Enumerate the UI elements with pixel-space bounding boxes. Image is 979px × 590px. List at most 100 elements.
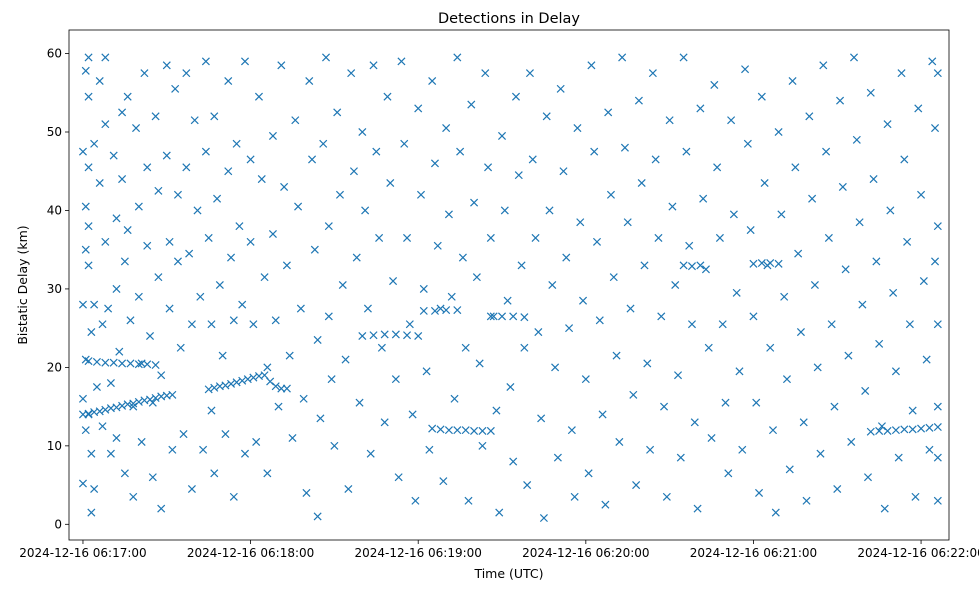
data-point bbox=[651, 155, 660, 164]
data-point bbox=[752, 398, 761, 407]
data-point bbox=[84, 222, 93, 231]
data-point bbox=[799, 418, 808, 427]
data-point bbox=[791, 163, 800, 172]
data-point bbox=[925, 423, 934, 432]
data-point bbox=[785, 465, 794, 474]
data-point bbox=[187, 320, 196, 329]
data-point bbox=[171, 84, 180, 93]
data-point bbox=[609, 273, 618, 282]
data-point bbox=[729, 210, 738, 219]
data-point bbox=[757, 259, 766, 268]
data-point bbox=[403, 233, 412, 242]
data-point bbox=[148, 473, 157, 482]
data-point bbox=[355, 398, 364, 407]
data-point bbox=[240, 449, 250, 458]
data-point bbox=[592, 237, 602, 246]
data-point bbox=[302, 488, 311, 497]
data-point bbox=[933, 496, 942, 505]
data-point bbox=[344, 484, 353, 494]
data-point bbox=[634, 96, 643, 105]
data-point bbox=[805, 112, 814, 121]
y-tick-label: 20 bbox=[47, 360, 62, 374]
data-point bbox=[246, 237, 255, 246]
data-point bbox=[414, 104, 423, 113]
data-point bbox=[84, 92, 93, 101]
x-tick-label: 2024-12-16 06:18:00 bbox=[187, 546, 314, 560]
data-point bbox=[235, 222, 244, 231]
data-point bbox=[263, 469, 272, 478]
data-point bbox=[324, 312, 333, 321]
data-point bbox=[187, 484, 196, 494]
data-point bbox=[782, 375, 791, 384]
data-point bbox=[836, 96, 845, 105]
y-tick-label: 0 bbox=[54, 517, 62, 531]
chart-title: Detections in Delay bbox=[438, 11, 580, 27]
data-point bbox=[810, 280, 819, 290]
data-point bbox=[397, 57, 406, 66]
data-point bbox=[900, 155, 909, 164]
data-point bbox=[140, 69, 149, 78]
data-point bbox=[595, 316, 604, 325]
data-point bbox=[450, 394, 459, 403]
x-axis-ticks: 2024-12-16 06:17:00 2024-12-16 06:18:00 20… bbox=[19, 540, 979, 560]
data-point bbox=[173, 257, 182, 266]
data-point bbox=[891, 426, 900, 435]
data-point bbox=[213, 194, 222, 203]
data-point bbox=[87, 449, 96, 458]
data-point bbox=[710, 80, 719, 89]
data-point bbox=[911, 492, 920, 501]
data-point bbox=[268, 131, 277, 140]
data-point bbox=[693, 504, 702, 513]
data-point bbox=[268, 229, 277, 239]
data-point bbox=[291, 116, 300, 125]
data-point bbox=[430, 159, 439, 168]
data-point bbox=[559, 167, 568, 176]
data-point bbox=[405, 320, 414, 329]
data-point bbox=[112, 284, 121, 293]
data-point bbox=[615, 437, 624, 446]
data-point bbox=[646, 445, 655, 454]
data-point bbox=[271, 316, 280, 325]
data-point bbox=[637, 178, 646, 188]
data-point bbox=[704, 343, 713, 352]
data-point bbox=[612, 351, 621, 360]
data-point bbox=[478, 441, 487, 450]
data-point bbox=[324, 222, 333, 231]
data-point bbox=[453, 426, 462, 435]
data-point bbox=[922, 355, 931, 364]
data-point bbox=[511, 92, 521, 101]
data-point bbox=[872, 257, 881, 266]
data-point bbox=[201, 57, 210, 66]
data-point bbox=[430, 306, 439, 315]
data-point bbox=[573, 124, 582, 133]
data-point bbox=[618, 53, 627, 62]
data-point bbox=[81, 66, 90, 75]
data-point bbox=[154, 273, 163, 282]
data-point bbox=[497, 312, 507, 321]
data-point bbox=[338, 280, 347, 290]
data-point bbox=[679, 53, 688, 62]
data-point bbox=[701, 265, 710, 274]
data-point bbox=[894, 453, 903, 462]
data-point bbox=[419, 306, 428, 315]
data-point bbox=[875, 339, 884, 348]
data-point bbox=[707, 433, 716, 443]
data-point bbox=[472, 273, 481, 282]
data-point bbox=[780, 292, 789, 301]
data-point bbox=[866, 88, 875, 97]
data-point bbox=[682, 147, 691, 156]
data-point bbox=[433, 241, 442, 250]
data-point bbox=[280, 182, 289, 191]
data-point bbox=[134, 202, 143, 211]
data-point bbox=[101, 120, 110, 129]
data-point bbox=[252, 437, 261, 446]
data-point bbox=[464, 496, 473, 505]
data-point bbox=[358, 331, 367, 341]
data-point bbox=[598, 410, 607, 419]
data-point bbox=[768, 426, 778, 435]
data-point bbox=[539, 514, 548, 523]
data-point bbox=[523, 481, 532, 490]
data-point bbox=[660, 402, 669, 411]
